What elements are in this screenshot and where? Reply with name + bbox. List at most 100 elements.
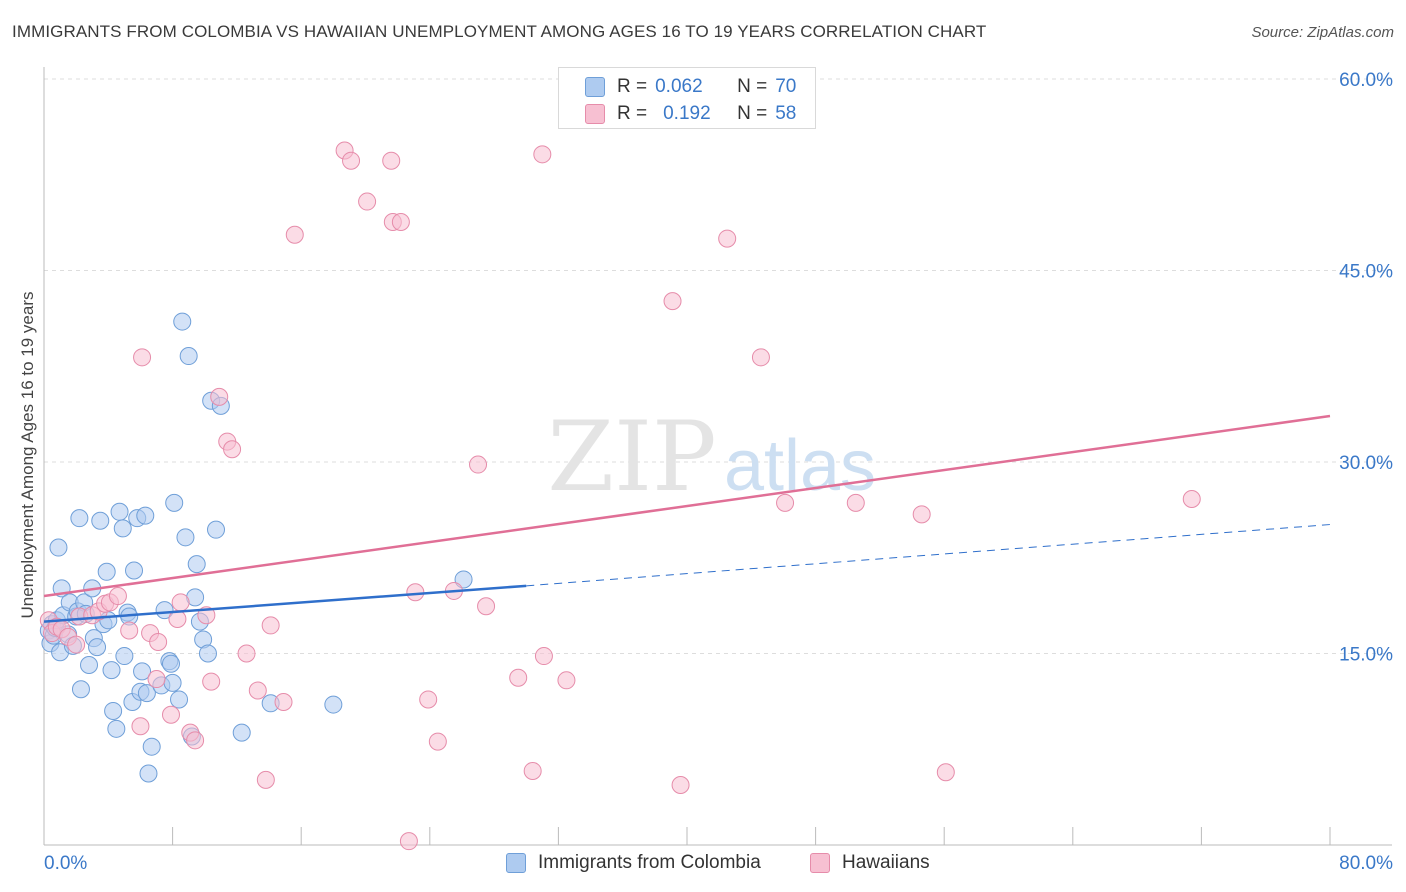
point-hawaiians xyxy=(718,229,737,248)
legend-n-value: 70 xyxy=(775,76,797,97)
point-colombia xyxy=(49,538,68,557)
point-hawaiians xyxy=(776,493,795,512)
point-colombia xyxy=(115,647,134,666)
point-hawaiians xyxy=(534,647,553,666)
point-colombia xyxy=(70,509,89,528)
point-colombia xyxy=(324,695,343,714)
watermark: ZIP atlas xyxy=(547,401,876,513)
watermark-zip: ZIP xyxy=(547,401,716,513)
point-hawaiians xyxy=(1182,490,1201,509)
point-colombia xyxy=(71,680,90,699)
legend-row-colombia: R = 0.062 N = 70 xyxy=(585,76,796,98)
point-colombia xyxy=(176,528,195,547)
point-colombia xyxy=(155,601,174,620)
point-hawaiians xyxy=(533,145,552,164)
point-colombia xyxy=(161,654,180,673)
point-colombia xyxy=(133,662,152,681)
point-hawaiians xyxy=(912,505,931,524)
x-tick-label: 80.0% xyxy=(1339,853,1393,874)
point-colombia xyxy=(104,701,123,720)
grid-lines xyxy=(44,78,1392,654)
point-hawaiians xyxy=(261,616,280,635)
point-colombia xyxy=(107,719,126,738)
point-colombia xyxy=(198,644,217,663)
point-hawaiians xyxy=(342,151,361,170)
point-colombia xyxy=(102,661,121,680)
point-colombia xyxy=(232,723,251,742)
point-hawaiians xyxy=(171,593,190,612)
point-colombia xyxy=(97,562,116,581)
y-tick-label: 15.0% xyxy=(1339,645,1393,666)
point-hawaiians xyxy=(147,670,166,689)
source-credit: Source: ZipAtlas.com xyxy=(1251,24,1394,41)
point-hawaiians xyxy=(428,732,447,751)
point-colombia xyxy=(137,684,156,703)
legend-r-value: 0.062 xyxy=(655,76,703,97)
point-hawaiians xyxy=(186,731,205,750)
point-hawaiians xyxy=(248,681,267,700)
point-hawaiians xyxy=(131,717,150,736)
point-colombia xyxy=(187,555,206,574)
point-hawaiians xyxy=(274,693,293,712)
chart-title: IMMIGRANTS FROM COLOMBIA VS HAWAIIAN UNE… xyxy=(12,22,987,41)
point-colombia xyxy=(91,511,110,530)
point-hawaiians xyxy=(509,668,528,687)
point-hawaiians xyxy=(202,672,221,691)
point-hawaiians xyxy=(663,292,682,311)
y-tick-label: 45.0% xyxy=(1339,262,1393,283)
point-hawaiians xyxy=(120,621,139,640)
point-hawaiians xyxy=(391,212,410,231)
series-colombia-points xyxy=(39,312,473,783)
point-hawaiians xyxy=(223,440,242,459)
point-colombia xyxy=(88,638,107,657)
legend-item-hawaiians[interactable]: Hawaiians xyxy=(810,852,930,874)
point-colombia xyxy=(179,347,198,366)
stats-legend: R = 0.062 N = 70 R = 0.192 N = 58 xyxy=(558,67,816,129)
trend-line-colombia-extension xyxy=(526,524,1331,587)
point-hawaiians xyxy=(936,763,955,782)
point-colombia xyxy=(165,493,184,512)
point-hawaiians xyxy=(210,387,229,406)
point-colombia xyxy=(173,312,192,331)
point-hawaiians xyxy=(477,597,496,616)
tick-labels: 15.0% 30.0% 45.0% 60.0% 0.0% 80.0% xyxy=(44,70,1393,874)
point-colombia xyxy=(207,520,226,539)
trend-line-hawaiians xyxy=(43,414,1331,598)
point-hawaiians xyxy=(399,832,418,851)
legend-r-label: R = xyxy=(617,76,648,97)
point-hawaiians xyxy=(67,635,86,654)
y-tick-label: 60.0% xyxy=(1339,70,1393,91)
point-hawaiians xyxy=(358,192,377,211)
point-hawaiians xyxy=(149,633,168,652)
y-tick-label: 30.0% xyxy=(1339,453,1393,474)
legend-row-hawaiians: R = 0.192 N = 58 xyxy=(585,103,796,125)
watermark-atlas: atlas xyxy=(724,426,876,506)
axes xyxy=(43,67,1392,846)
legend-item-colombia[interactable]: Immigrants from Colombia xyxy=(506,852,761,874)
point-hawaiians xyxy=(237,644,256,663)
point-hawaiians xyxy=(523,761,542,780)
point-hawaiians xyxy=(285,225,304,244)
point-hawaiians xyxy=(133,348,152,367)
point-hawaiians xyxy=(671,775,690,794)
x-tick-label: 0.0% xyxy=(44,853,87,874)
legend-n-label: N = xyxy=(737,103,768,124)
legend-swatch-pink xyxy=(585,104,605,124)
point-hawaiians xyxy=(161,705,180,724)
legend-r-label: R = xyxy=(617,103,648,124)
series-hawaiians-points xyxy=(39,141,1201,851)
point-hawaiians xyxy=(469,455,488,474)
trend-line-colombia xyxy=(43,584,527,623)
point-hawaiians xyxy=(751,348,770,367)
legend-label-hawaiians: Hawaiians xyxy=(842,852,930,873)
trend-lines xyxy=(43,414,1331,623)
point-hawaiians xyxy=(108,587,127,606)
point-hawaiians xyxy=(406,583,425,602)
legend-swatch-blue xyxy=(506,853,526,873)
point-hawaiians xyxy=(382,151,401,170)
point-hawaiians xyxy=(557,671,576,690)
legend-n-label: N = xyxy=(737,76,768,97)
point-colombia xyxy=(125,561,144,580)
point-hawaiians xyxy=(256,770,275,789)
